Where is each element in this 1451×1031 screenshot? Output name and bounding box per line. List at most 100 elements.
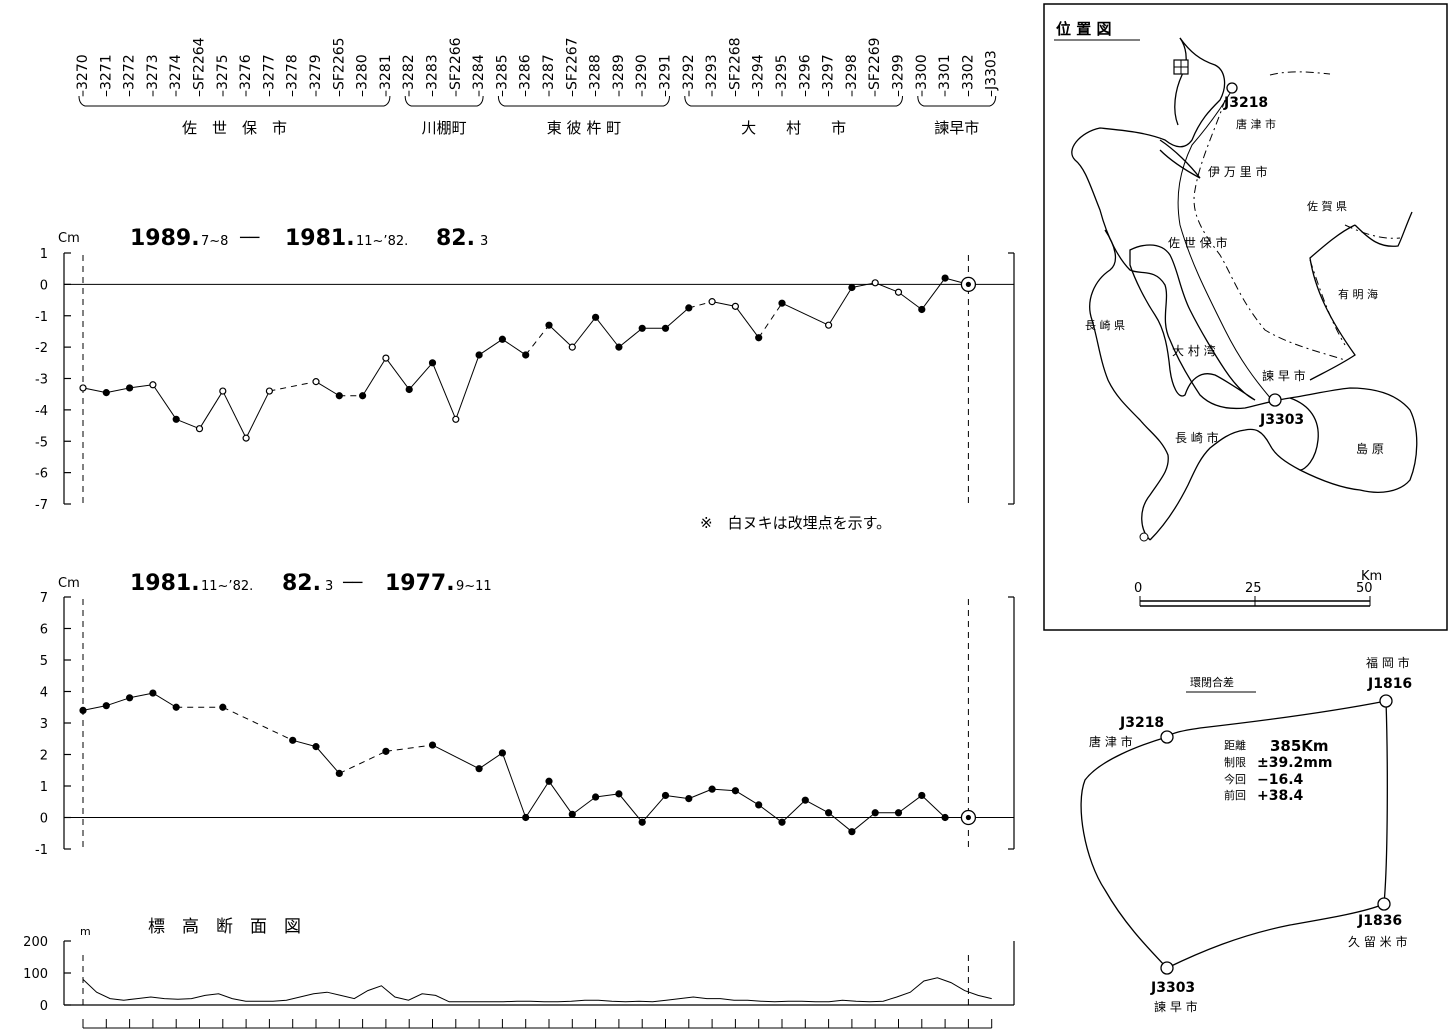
benchmark-label: –SF2264 xyxy=(192,37,208,97)
data-point xyxy=(615,790,623,798)
y-tick-label: 2 xyxy=(40,749,48,764)
y-tick-label: 1 xyxy=(40,247,48,262)
chart2-title-main-year: 82. xyxy=(282,571,321,596)
data-point xyxy=(172,415,180,423)
data-point xyxy=(452,415,460,423)
region-bracket xyxy=(684,95,903,107)
region-bracket xyxy=(78,95,391,107)
map-label-saga: 佐 賀 県 xyxy=(1307,199,1347,213)
data-point xyxy=(289,736,297,744)
series-segment xyxy=(781,799,806,823)
benchmark-label: –3292 xyxy=(681,54,697,97)
chart1-title-ref-year: 82. xyxy=(436,226,475,251)
scale-max: 50 xyxy=(1356,581,1373,596)
loop-label-kurume: 久 留 米 市 xyxy=(1348,934,1407,949)
region-label: 佐 世 保 市 xyxy=(182,119,287,137)
data-point xyxy=(591,793,600,801)
series-segment xyxy=(199,390,224,429)
loop-title: 環閉合差 xyxy=(1190,675,1234,689)
j3218-marker xyxy=(1226,82,1238,94)
series-segment xyxy=(315,746,340,774)
data-point xyxy=(801,796,809,804)
series-segment xyxy=(572,796,596,815)
series-segment xyxy=(712,788,736,792)
chart2-title-main-small: 11~’82. xyxy=(201,579,253,594)
series-segment xyxy=(478,338,503,356)
coastline-west xyxy=(1089,229,1169,541)
data-point xyxy=(638,818,646,826)
data-point xyxy=(102,702,110,710)
profile-y-axis: 200 100 0 xyxy=(23,935,1015,1014)
benchmark-label: –SF2267 xyxy=(564,37,580,97)
data-point xyxy=(335,392,343,400)
data-point xyxy=(219,703,227,711)
data-point xyxy=(941,813,949,822)
y-tick-label: -1 xyxy=(35,310,48,325)
benchmark-label: –3297 xyxy=(821,54,837,97)
data-point xyxy=(685,794,693,803)
profile-tick-label: 100 xyxy=(23,967,48,982)
series-segment xyxy=(665,794,689,800)
chart1-y-axis: 1 0 -1 -2 -3 -4 -5 -6 -7 xyxy=(35,247,1015,513)
data-point xyxy=(149,381,157,389)
data-point xyxy=(219,387,227,395)
map-label-karatsu: 唐 津 市 xyxy=(1236,117,1276,131)
series-segment xyxy=(828,812,853,833)
data-point xyxy=(102,389,110,397)
series-segment xyxy=(176,418,200,430)
chart2-title-ref-small: 9~11 xyxy=(456,579,492,594)
series-segment xyxy=(712,301,736,307)
y-tick-label: -7 xyxy=(35,498,48,513)
chart2-title-main-tail: 3 xyxy=(325,579,333,594)
y-tick-label: 7 xyxy=(40,591,48,606)
series-segment xyxy=(921,277,946,310)
data-point xyxy=(871,809,879,817)
y-tick-label: 3 xyxy=(40,717,48,732)
data-point xyxy=(568,810,576,818)
y-tick-label: 1 xyxy=(40,780,48,795)
benchmark-label: –SF2269 xyxy=(867,37,883,97)
data-point xyxy=(312,378,320,386)
benchmark-label: –3294 xyxy=(751,54,767,97)
series-segment xyxy=(641,795,666,823)
y-tick-label: -6 xyxy=(35,467,48,482)
data-point xyxy=(126,694,134,702)
series-segment xyxy=(525,324,550,356)
data-point xyxy=(824,321,833,329)
y-tick-label: 0 xyxy=(40,812,48,827)
data-point xyxy=(522,813,530,822)
series-segment xyxy=(781,302,829,326)
coast-ariake-west xyxy=(1309,224,1356,381)
benchmark-label: –3296 xyxy=(797,54,813,97)
series-segment xyxy=(665,307,690,329)
series-segment xyxy=(339,750,387,774)
data-point xyxy=(778,299,786,307)
series-segment xyxy=(315,381,340,397)
loop-closure-diagram: 環閉合差 福 岡 市 J1816 J3218 唐 津 市 J1836 久 留 米… xyxy=(1080,655,1412,1014)
loop-label-j3218: J3218 xyxy=(1119,715,1164,731)
current-value: −16.4 xyxy=(1257,772,1304,788)
prefecture-border xyxy=(1193,99,1346,361)
map-frame xyxy=(1043,3,1448,631)
series-segment xyxy=(222,390,247,439)
y-tick-label: -2 xyxy=(35,341,48,356)
data-point xyxy=(708,298,716,306)
series-segment xyxy=(245,390,270,439)
data-point xyxy=(894,809,903,817)
chart2-y-axis: 7 6 5 4 3 2 1 0 -1 xyxy=(35,591,1015,858)
chart1-title-ref-tail: 3 xyxy=(480,234,488,249)
benchmark-label: –3302 xyxy=(960,54,976,97)
y-tick-label: -1 xyxy=(35,843,48,858)
data-point xyxy=(498,335,506,343)
scale-unit: Km xyxy=(1361,569,1382,584)
series-segment xyxy=(828,287,853,326)
map-scale-bar: 0 25 50 Km xyxy=(1134,569,1382,607)
data-point xyxy=(382,354,390,362)
data-point xyxy=(242,434,250,442)
series-segment xyxy=(222,706,293,741)
map-label-j3218: J3218 xyxy=(1223,95,1268,111)
loop-label-isahaya: 諫 早 市 xyxy=(1154,999,1198,1014)
data-point xyxy=(335,769,343,778)
series-segment xyxy=(851,812,876,833)
data-point xyxy=(545,777,553,785)
